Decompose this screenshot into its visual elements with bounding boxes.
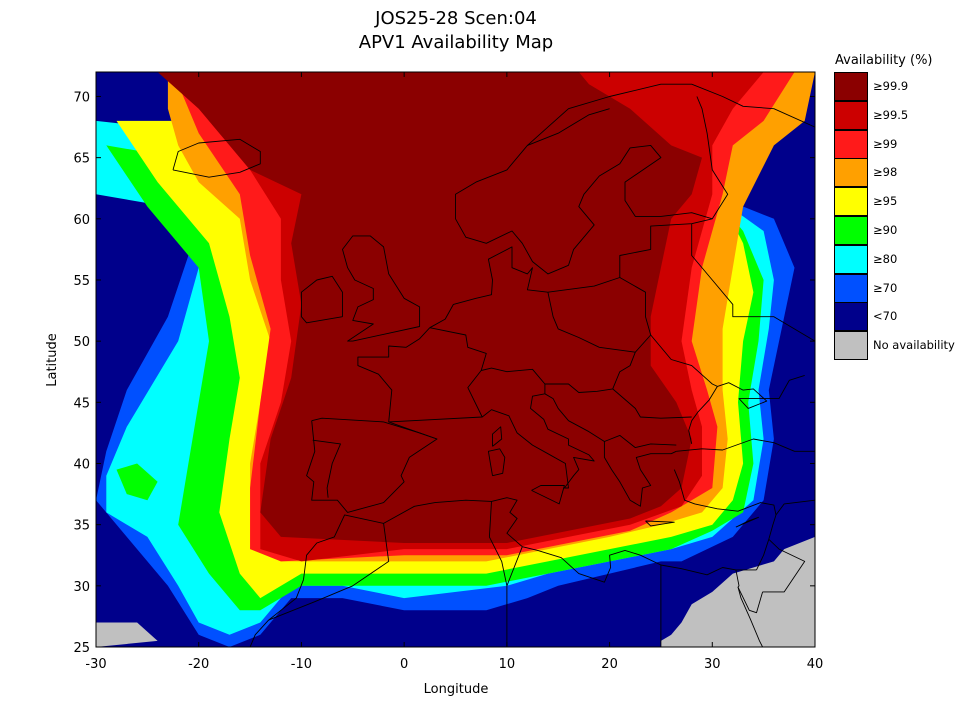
y-tick-label: 40 (73, 457, 90, 472)
legend-item: No availability (834, 331, 960, 361)
x-tick-label: -30 (85, 657, 106, 672)
coastline-west-africa (249, 579, 304, 647)
x-tick-label: 0 (400, 657, 408, 672)
coastline-borders-africa (268, 523, 390, 621)
coastline-sardinia-corsica (487, 448, 506, 477)
map-title-line-1: JOS25-28 Scen:04 (375, 8, 537, 29)
y-tick-label: 55 (73, 274, 90, 289)
y-tick-label: 35 (73, 519, 90, 534)
coastline-borders-balkan (612, 388, 692, 419)
coastline-ireland (300, 275, 343, 324)
zone-no-availability (96, 622, 158, 647)
legend-label: ≥80 (873, 251, 898, 266)
legend-item: ≥90 (834, 216, 960, 245)
coastline-great-britain (342, 235, 421, 342)
coastline-borders-east (547, 277, 652, 353)
coastline-borders-balkan2 (604, 434, 677, 449)
map-title-line-2: APV1 Availability Map (358, 32, 554, 53)
legend-label: ≥90 (873, 223, 898, 237)
legend-item: <70 (834, 302, 960, 332)
legend-swatch (834, 244, 868, 274)
legend-swatch (834, 302, 868, 332)
legend-swatch (834, 331, 868, 361)
legend-item: ≥98 (834, 158, 960, 188)
coastline-corsica (492, 426, 503, 447)
coastline-borders-finland (696, 96, 729, 220)
coastline-borders-ukraine (650, 334, 718, 387)
x-tick-label: 40 (807, 657, 824, 672)
coastline-borders-scandinavia (527, 108, 610, 146)
zone-no-availability-east (660, 536, 815, 647)
y-axis-label: Latitude (45, 333, 60, 387)
coastline-sinai-red-sea (735, 569, 764, 614)
coastline-borders-africa3 (506, 546, 523, 647)
legend-item: ≥80 (834, 244, 960, 274)
availability-zones (96, 72, 815, 647)
x-tick-label: 10 (499, 657, 516, 672)
x-tick-label: 30 (704, 657, 721, 672)
y-tick-label: 50 (73, 335, 90, 350)
coastline-outlines (172, 83, 815, 647)
coastline-north-africa (303, 497, 757, 583)
legend-swatch (834, 72, 868, 101)
x-tick-label: -20 (188, 657, 209, 672)
legend-label: ≥99 (873, 136, 898, 151)
coastline-france-west (357, 327, 431, 422)
coastline-borders-mideast2 (762, 538, 806, 593)
axis-ticks: -30 -20 -10 0 10 20 30 40 25 30 35 40 45 50 55 60 65 70 (73, 72, 823, 672)
legend-swatch (834, 216, 868, 245)
plot-frame (95, 71, 816, 648)
legend-item: ≥99 (834, 129, 960, 159)
coastline-borders-north (429, 327, 487, 371)
x-tick-label: 20 (601, 657, 618, 672)
y-tick-label: 25 (73, 641, 90, 656)
coastline-borders-ib (312, 439, 341, 498)
y-tick-label: 45 (73, 396, 90, 411)
y-tick-label: 65 (73, 152, 90, 167)
coastline-crete (645, 520, 675, 527)
coastline-turkey-coast (676, 438, 815, 452)
coastline-borders-russia (691, 223, 815, 342)
legend-label: ≥98 (873, 165, 898, 180)
coastline-borders-africa2 (488, 501, 508, 586)
y-tick-label: 60 (73, 213, 90, 228)
legend-swatch (834, 273, 868, 303)
coastline-iberia (306, 417, 438, 513)
coastline-cyprus (735, 516, 759, 528)
legend-swatch (834, 129, 868, 159)
legend-swatch (834, 158, 868, 188)
legend-swatch (834, 187, 868, 217)
coastline-borders-mideast (775, 499, 815, 516)
legend-label: ≥70 (873, 280, 898, 295)
legend-label: ≥99.5 (873, 107, 909, 122)
legend-label: No availability (873, 338, 955, 353)
legend-label: <70 (873, 309, 898, 324)
legend-swatch (834, 100, 868, 130)
coastline-italy (481, 393, 595, 489)
legend-label: ≥95 (873, 194, 898, 209)
legend-item: ≥95 (834, 187, 960, 217)
legend-item: ≥70 (834, 273, 960, 303)
coastline-black-sea-west (688, 374, 805, 444)
zone-azores-ge-90 (116, 463, 158, 501)
y-tick-label: 70 (73, 90, 90, 105)
x-axis-label: Longitude (424, 682, 489, 697)
legend-item: ≥99.9 (834, 72, 960, 101)
coastline-borders-east2 (544, 352, 636, 393)
coastline-red-sea-west (737, 586, 764, 647)
legend-label: ≥99.9 (873, 79, 909, 93)
coastline-iceland (172, 138, 261, 178)
coastline-balkan-adriatic (544, 393, 677, 507)
legend-item: ≥99.5 (834, 100, 960, 130)
legend-title: Availability (%) (835, 53, 933, 68)
x-tick-label: -10 (291, 657, 312, 672)
y-tick-label: 30 (73, 580, 90, 595)
coastline-sicily (531, 485, 565, 505)
zone-ge-99-9 (157, 72, 703, 543)
